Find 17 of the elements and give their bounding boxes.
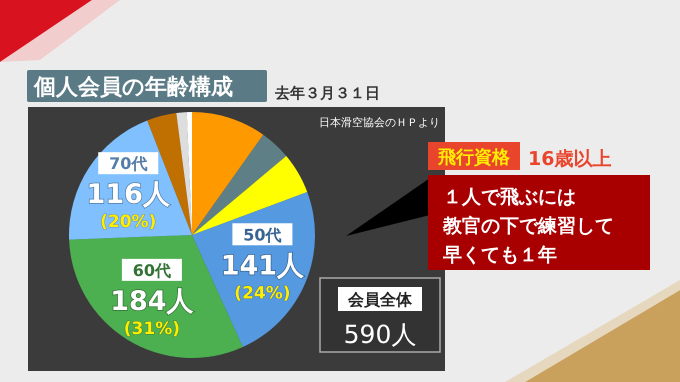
text: 会員全体 [347, 290, 413, 309]
text: 飛行資格 [437, 147, 511, 168]
slice-label: 50代 [243, 225, 282, 244]
text: 早くても１年 [442, 244, 557, 266]
slice-label: 70代 [109, 154, 148, 174]
chart-subtitle: 去年３月３１日 [274, 84, 380, 102]
chart-title: 個人会員の年齢構成 [33, 75, 233, 100]
text: 16歳以上 [528, 148, 612, 170]
text: 日本滑空協会のＨＰより [319, 116, 440, 129]
text: １人で飛ぶには [443, 186, 576, 208]
data-label: 184人 (31%) [110, 286, 195, 339]
text: 教官の下で練習して [442, 215, 614, 237]
pie-slice [176, 112, 192, 235]
slice-label: 60代 [132, 260, 172, 280]
text: 590人 [344, 320, 416, 349]
data-label: 116人 (20%) [86, 179, 171, 232]
data-label: 141人 (24%) [220, 250, 306, 304]
